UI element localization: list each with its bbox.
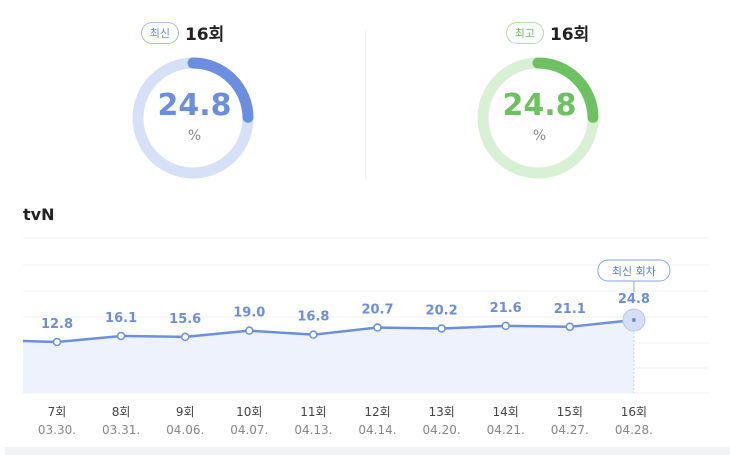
- x-tick-date: 04.21.: [487, 423, 525, 437]
- x-tick-date: 04.14.: [358, 423, 396, 437]
- x-tick-episode: 12회: [364, 405, 390, 419]
- x-tick-date: 04.27.: [551, 423, 589, 437]
- x-tick-date: 04.07.: [230, 423, 268, 437]
- data-label: 20.2: [426, 303, 458, 318]
- x-tick-episode: 9회: [176, 405, 195, 419]
- data-label: 20.7: [361, 303, 393, 318]
- data-label: 15.6: [169, 312, 201, 327]
- x-tick-episode: 11회: [300, 405, 326, 419]
- data-label: 16.8: [297, 310, 329, 325]
- highest-value: 24.8: [502, 88, 577, 123]
- data-point: [373, 323, 382, 332]
- x-tick-date: 03.31.: [102, 423, 140, 437]
- data-point: [631, 318, 636, 323]
- donut-progress: [187, 57, 254, 123]
- highest-rating-card: 최고 16회 24.8 %: [365, 0, 730, 190]
- latest-episode-callout: [597, 259, 671, 282]
- network-label: tvN: [23, 205, 55, 224]
- x-tick-date: 04.06.: [166, 423, 204, 437]
- x-tick-date: 04.13.: [294, 423, 332, 437]
- x-tick-date: 03.30.: [38, 423, 76, 437]
- data-point: [52, 337, 62, 347]
- x-tick-date: 04.28.: [615, 423, 653, 437]
- data-point: [437, 324, 446, 333]
- data-point: [245, 326, 254, 335]
- donut-progress: [532, 57, 599, 123]
- x-tick-episode: 8회: [112, 405, 131, 419]
- x-tick-episode: 15회: [557, 405, 583, 419]
- x-tick-date: 04.20.: [423, 423, 461, 437]
- latest-episode: 16회: [184, 25, 225, 45]
- data-point: [565, 322, 575, 332]
- highest-badge: 최고: [505, 21, 544, 44]
- latest-rating-card: 최신 16회 24.8 %: [0, 0, 365, 190]
- x-tick-episode: 16회: [621, 405, 647, 419]
- x-tick-episode: 13회: [428, 405, 454, 419]
- data-point: [309, 330, 318, 339]
- x-tick-episode: 7회: [48, 405, 67, 419]
- data-label: 21.1: [554, 302, 586, 317]
- bottom-band: [5, 447, 730, 455]
- latest-badge: 최신: [140, 21, 179, 44]
- highest-donut: [477, 57, 599, 179]
- x-tick-episode: 10회: [236, 405, 262, 419]
- data-point: [116, 331, 126, 341]
- data-label: 24.8: [618, 292, 650, 307]
- data-point: [501, 321, 510, 331]
- area-fill: [23, 320, 634, 393]
- x-tick-episode: 14회: [493, 405, 519, 419]
- data-label: 16.1: [105, 311, 137, 326]
- highest-unit: %: [532, 128, 547, 144]
- latest-episode-callout-label: 최신 회차: [612, 265, 656, 278]
- data-label: 19.0: [233, 306, 265, 321]
- latest-unit: %: [187, 128, 202, 144]
- data-point: [180, 332, 190, 342]
- rating-chart: 12.8 7회 03.30. 16.1 8회 03.31. 15.6 9회 04.06. 19.0…: [22, 237, 709, 437]
- highest-episode: 16회: [549, 25, 590, 45]
- data-label: 12.8: [41, 317, 73, 332]
- divider: [365, 30, 366, 180]
- latest-value: 24.8: [157, 88, 232, 123]
- latest-donut: [132, 57, 254, 179]
- data-label: 21.6: [490, 301, 522, 316]
